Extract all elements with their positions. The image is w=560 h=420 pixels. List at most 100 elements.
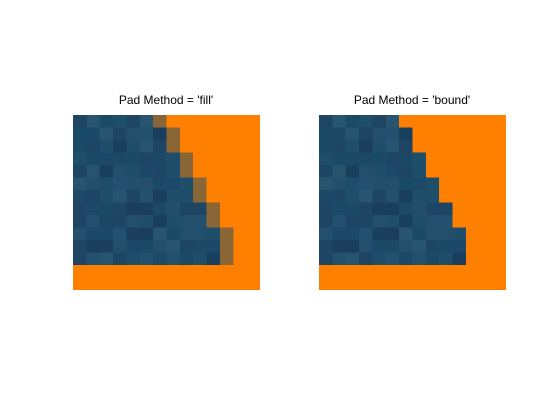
heatmap-cell <box>206 115 221 128</box>
heatmap-cell <box>126 252 141 266</box>
heatmap-cell <box>166 252 181 266</box>
heatmap-cell <box>179 240 194 253</box>
heatmap-cell <box>372 190 387 203</box>
heatmap-cell <box>179 165 194 178</box>
heatmap-cell <box>153 140 167 153</box>
heatmap-cell <box>246 252 260 266</box>
heatmap-cell <box>332 165 347 178</box>
heatmap-cell <box>345 202 360 216</box>
heatmap-cell <box>425 115 440 128</box>
heatmap-cell <box>465 127 480 141</box>
heatmap-cell <box>372 215 387 228</box>
heatmap-cell <box>153 265 167 278</box>
heatmap-cell <box>166 227 181 241</box>
heatmap-cell <box>479 165 494 178</box>
heatmap-cell <box>193 277 208 290</box>
heatmap-cell <box>479 115 494 128</box>
heatmap-cell <box>439 202 454 216</box>
heatmap-cell <box>399 265 413 278</box>
heatmap-cell <box>439 227 454 241</box>
heatmap-cell <box>372 165 387 178</box>
heatmap-cell <box>332 265 347 278</box>
heatmap-cell <box>345 277 360 290</box>
heatmap-cell <box>153 202 167 216</box>
heatmap-cell <box>206 202 221 216</box>
heatmap-cell <box>233 127 248 141</box>
heatmap-cell <box>206 165 221 178</box>
heatmap-cell <box>153 127 167 141</box>
heatmap-cell <box>139 215 154 228</box>
heatmap-cell <box>86 202 101 216</box>
heatmap-cell <box>193 265 208 278</box>
heatmap-cell <box>492 202 506 216</box>
heatmap-cell <box>385 115 400 128</box>
heatmap-cell <box>233 265 248 278</box>
heatmap-cell <box>206 265 221 278</box>
heatmap-cell <box>193 252 208 266</box>
heatmap-cell <box>166 190 181 203</box>
chart-title-fill: Pad Method = 'fill' <box>118 93 214 107</box>
heatmap-cell <box>153 177 167 191</box>
heatmap-cell <box>332 215 347 228</box>
heatmap-cell <box>479 140 494 153</box>
heatmap-cell <box>439 140 454 153</box>
heatmap-cell <box>359 265 373 278</box>
heatmap-cell <box>439 190 454 203</box>
heatmap-cell <box>86 215 101 228</box>
heatmap-cell <box>233 252 248 266</box>
heatmap-cell <box>492 165 506 178</box>
heatmap-cell <box>359 190 373 203</box>
heatmap-cell <box>319 277 333 290</box>
heatmap-cell <box>193 127 208 141</box>
heatmap-cell <box>492 177 506 191</box>
heatmap-cell <box>126 240 141 253</box>
heatmap-cell <box>399 240 413 253</box>
heatmap-cell <box>219 127 234 141</box>
heatmap-cell <box>99 227 114 241</box>
heatmap-cell <box>219 252 234 266</box>
heatmap-cell <box>479 252 494 266</box>
heatmap-cell <box>345 140 360 153</box>
heatmap-cell <box>319 265 333 278</box>
heatmap-cell <box>126 165 141 178</box>
heatmap-cell <box>399 140 413 153</box>
heatmap-cell <box>166 202 181 216</box>
heatmap-cell <box>206 215 221 228</box>
heatmap-cell <box>139 227 154 241</box>
heatmap-cell <box>193 240 208 253</box>
heatmap-cell <box>465 115 480 128</box>
heatmap-cell <box>86 277 101 290</box>
heatmap-cell <box>439 115 454 128</box>
heatmap-cell <box>139 177 154 191</box>
heatmap-cell <box>153 165 167 178</box>
heatmap-cell <box>126 215 141 228</box>
heatmap-cell <box>332 190 347 203</box>
heatmap-cell <box>385 202 400 216</box>
heatmap-cell <box>166 240 181 253</box>
heatmap-cell <box>425 140 440 153</box>
heatmap-cell <box>412 277 427 290</box>
heatmap-cell <box>73 115 87 128</box>
heatmap-cell <box>452 240 467 253</box>
heatmap-cell <box>113 152 127 166</box>
heatmap-cell <box>425 252 440 266</box>
heatmap-cell <box>359 177 373 191</box>
heatmap-cell <box>332 115 347 128</box>
heatmap-cell <box>332 240 347 253</box>
heatmap-cell <box>179 127 194 141</box>
heatmap-cell <box>319 252 333 266</box>
heatmap-cell <box>179 252 194 266</box>
heatmap-cell <box>465 265 480 278</box>
heatmap-cell <box>233 177 248 191</box>
heatmap-cell <box>412 202 427 216</box>
heatmap-cell <box>73 265 87 278</box>
heatmap-cell <box>412 152 427 166</box>
heatmap-cell <box>425 277 440 290</box>
heatmap-cell <box>452 177 467 191</box>
heatmap-cell <box>385 177 400 191</box>
heatmap-cell <box>479 152 494 166</box>
heatmap-cell <box>193 227 208 241</box>
heatmap-cell <box>193 115 208 128</box>
heatmap-cell <box>359 277 373 290</box>
heatmap-cell <box>332 227 347 241</box>
